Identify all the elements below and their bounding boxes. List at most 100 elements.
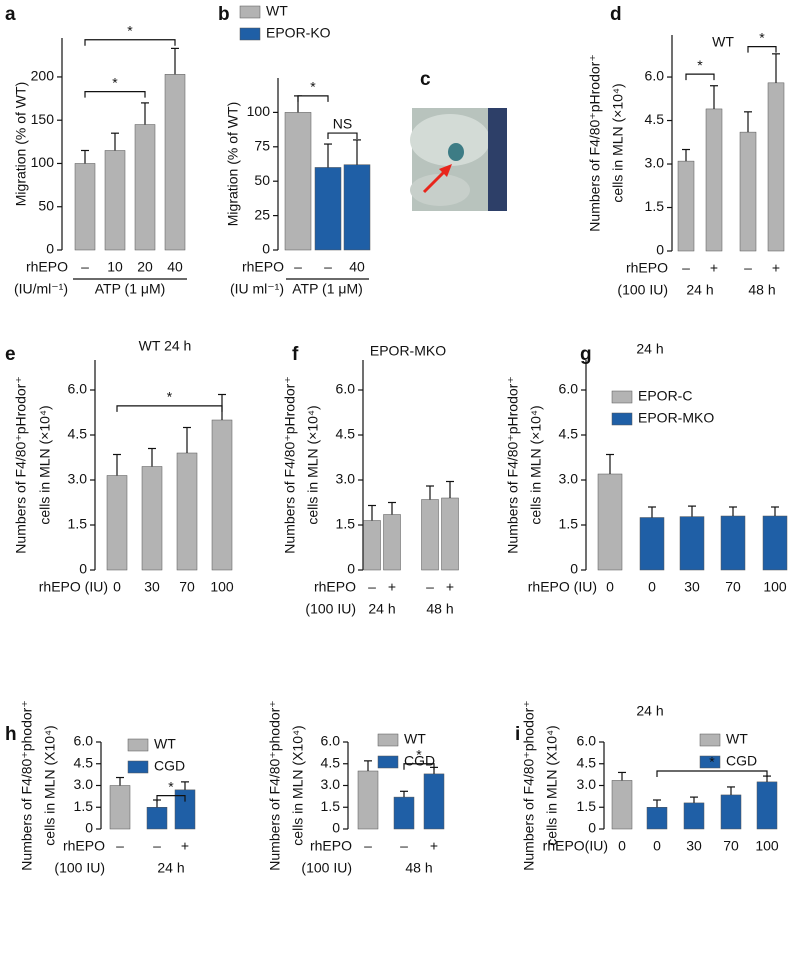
x-tick-label: –	[400, 838, 408, 854]
panel-label: c	[420, 69, 431, 90]
y-axis-label: Numbers of F4/80⁺pHrodor⁺	[282, 376, 298, 553]
y-tick-label: 6.0	[577, 733, 597, 749]
significance-label: NS	[333, 116, 352, 132]
group-label: 48 h	[426, 601, 453, 617]
y-axis-label: Numbers of F4/80⁺pHrodor⁺	[13, 376, 29, 553]
legend-swatch	[699, 755, 721, 769]
legend-swatch	[239, 27, 261, 41]
x-tick-label: 0	[648, 579, 656, 595]
row-label: rhEPO	[626, 260, 668, 276]
legend-label: EPOR-MKO	[638, 410, 714, 426]
panel-label: d	[610, 4, 622, 25]
x-tick-label: 30	[686, 838, 702, 854]
x-tick-label: –	[368, 579, 376, 595]
row-label: (100 IU)	[54, 860, 105, 876]
y-tick-label: 0	[347, 561, 355, 577]
x-tick-label: 100	[210, 579, 234, 595]
y-tick-label: 200	[31, 68, 55, 84]
row-label: (IU ml⁻¹)	[230, 281, 284, 297]
significance-bracket	[84, 39, 176, 46]
group-label: ATP (1 μM)	[95, 281, 166, 297]
bar	[383, 514, 401, 571]
chart: Numbers of F4/80⁺phodor⁺ cells in MLN (X1…	[267, 700, 445, 876]
bar	[74, 163, 96, 251]
x-tick-label: –	[324, 259, 332, 275]
chart-title: 24 h	[636, 703, 663, 719]
y-tick-label: 0	[332, 820, 340, 836]
group-label: 24 h	[686, 282, 713, 298]
x-tick-label: 70	[725, 579, 741, 595]
photo-drape	[488, 108, 507, 211]
y-tick-label: 3.0	[74, 776, 94, 792]
row-label: rhEPO(IU)	[543, 838, 608, 854]
bar	[146, 807, 168, 830]
panel-label: g	[580, 344, 592, 365]
y-tick-label: 3.0	[68, 471, 88, 487]
row-label: (100 IU)	[301, 860, 352, 876]
legend-swatch	[699, 733, 721, 747]
row-label: rhEPO	[63, 838, 105, 854]
x-tick-label: +	[181, 838, 189, 854]
significance-bracket	[156, 795, 186, 802]
bar	[767, 82, 785, 252]
significance-bracket	[116, 405, 223, 412]
x-tick-label: 100	[763, 579, 787, 595]
y-axis-label: Numbers of F4/80⁺pHrodor⁺	[505, 376, 521, 553]
y-tick-label: 3.0	[577, 776, 597, 792]
y-axis-label: Numbers of F4/80⁺phodor⁺	[267, 700, 283, 870]
x-tick-label: 70	[179, 579, 195, 595]
legend-label: WT	[726, 731, 748, 747]
y-tick-label: 50	[254, 172, 270, 188]
y-tick-label: 4.5	[336, 426, 356, 442]
photo: c	[410, 69, 507, 211]
legend-label: EPOR-KO	[266, 25, 331, 41]
significance-bracket	[403, 763, 435, 770]
panel-label: b	[218, 4, 230, 25]
y-tick-label: 1.5	[74, 798, 94, 814]
row-label: rhEPO	[26, 259, 68, 275]
bar	[762, 515, 788, 571]
bar	[109, 785, 131, 830]
significance-bracket	[327, 132, 358, 140]
chart: g 24 h Numbers of F4/80⁺pHrodor⁺ cells in M…	[505, 341, 788, 595]
panel-label: e	[5, 344, 16, 365]
bar	[597, 473, 623, 571]
group-label: 24 h	[368, 601, 395, 617]
y-tick-label: 3.0	[336, 471, 356, 487]
y-axis-label: cells in MLN (X10⁴)	[544, 725, 560, 845]
x-tick-label: +	[430, 838, 438, 854]
photo-tissue	[410, 174, 470, 206]
group-label: 24 h	[157, 860, 184, 876]
chart: a Migration (% of WT) 0 50 100 150 200 – 10 20 40 r…	[5, 4, 187, 297]
y-tick-label: 0	[79, 561, 87, 577]
bar	[106, 475, 128, 571]
y-tick-label: 1.5	[68, 516, 88, 532]
y-axis-label: cells in MLN (×10⁴)	[37, 405, 53, 524]
bar	[164, 74, 186, 251]
y-tick-label: 25	[254, 206, 270, 222]
row-label: rhEPO (IU)	[528, 579, 597, 595]
x-tick-label: 30	[684, 579, 700, 595]
x-tick-label: –	[682, 260, 690, 276]
photo-arrowhead	[439, 164, 452, 177]
bar	[611, 780, 633, 830]
significance-label: *	[168, 778, 174, 794]
y-tick-label: 75	[254, 138, 270, 154]
group-label: 48 h	[405, 860, 432, 876]
significance-label: *	[310, 79, 316, 95]
y-tick-label: 3.0	[645, 155, 665, 171]
chart: d WT Numbers of F4/80⁺pHrodor⁺ cells in MLN…	[587, 4, 785, 298]
y-tick-label: 3.0	[559, 471, 579, 487]
legend-label: WT	[154, 736, 176, 752]
x-tick-label: 20	[137, 259, 153, 275]
panel-label: i	[515, 724, 520, 745]
y-tick-label: 6.0	[321, 733, 341, 749]
chart: e WT 24 h Numbers of F4/80⁺pHrodor⁺ cells i…	[5, 338, 234, 595]
bar	[646, 807, 668, 830]
x-tick-label: –	[81, 259, 89, 275]
x-tick-label: 40	[167, 259, 183, 275]
photo-node	[448, 143, 464, 161]
bar	[357, 770, 379, 830]
bar	[363, 520, 381, 571]
